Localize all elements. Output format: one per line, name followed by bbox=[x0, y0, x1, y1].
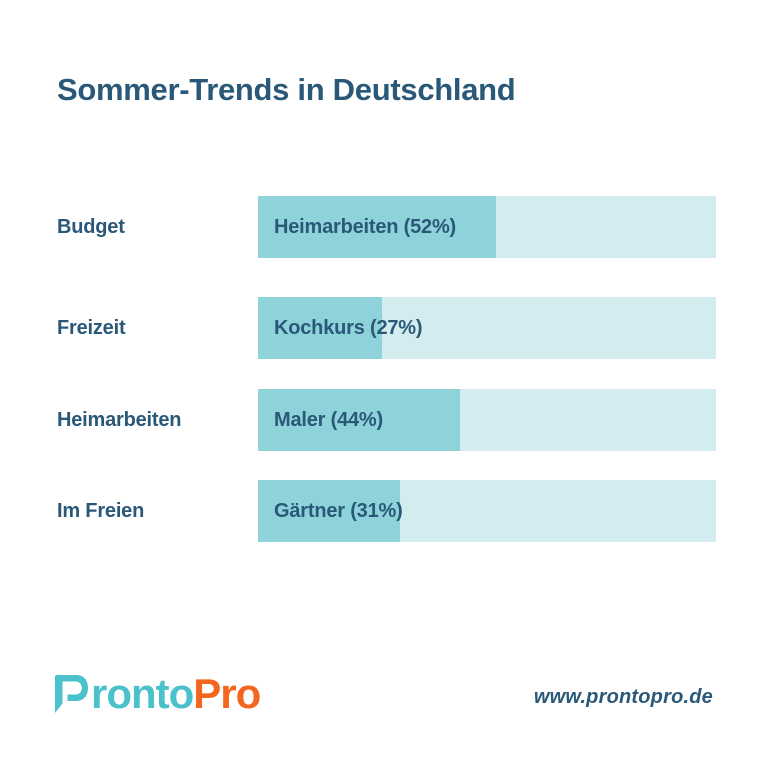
page-title: Sommer-Trends in Deutschland bbox=[57, 72, 516, 107]
category-label: Heimarbeiten bbox=[57, 408, 182, 431]
chart-row: Freizeit Kochkurs (27%) bbox=[0, 297, 768, 359]
category-label: Budget bbox=[57, 215, 125, 238]
bar-value-label: Maler (44%) bbox=[274, 408, 383, 431]
prontopro-logo: rontoPro bbox=[55, 673, 261, 715]
logo-text-teal: ronto bbox=[91, 670, 194, 717]
bar-fill bbox=[258, 389, 460, 451]
bar-value-label: Gärtner (31%) bbox=[274, 499, 403, 522]
bar-fill bbox=[258, 196, 497, 258]
bar-track: Kochkurs (27%) bbox=[258, 297, 716, 359]
bar-track: Heimarbeiten (52%) bbox=[258, 196, 716, 258]
bar-value-label: Kochkurs (27%) bbox=[274, 316, 423, 339]
chart-row: Im Freien Gärtner (31%) bbox=[0, 480, 768, 542]
category-label: Im Freien bbox=[57, 499, 145, 522]
bar-value-label: Heimarbeiten (52%) bbox=[274, 215, 457, 238]
logo-wordmark: rontoPro bbox=[91, 673, 261, 715]
chart-row: Heimarbeiten Maler (44%) bbox=[0, 389, 768, 451]
bar-track: Maler (44%) bbox=[258, 389, 716, 451]
speech-bubble-p-icon bbox=[55, 675, 88, 713]
bar-fill bbox=[258, 297, 382, 359]
bar-track: Gärtner (31%) bbox=[258, 480, 716, 542]
website-url: www.prontopro.de bbox=[533, 686, 713, 708]
category-label: Freizeit bbox=[57, 316, 126, 339]
chart-row: Budget Heimarbeiten (52%) bbox=[0, 196, 768, 258]
bar-fill bbox=[258, 480, 400, 542]
logo-text-orange: Pro bbox=[193, 670, 261, 717]
